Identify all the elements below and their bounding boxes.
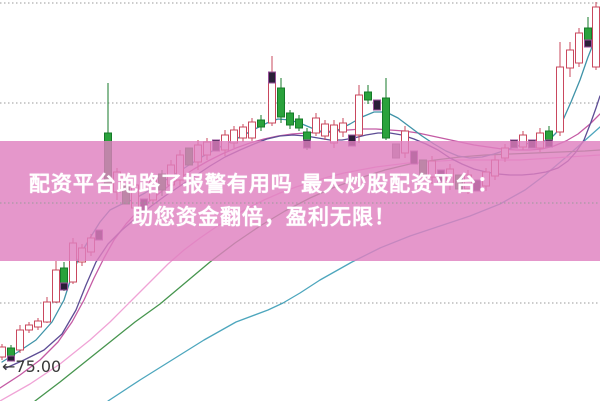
candle-body xyxy=(592,6,600,68)
candle-body xyxy=(7,347,15,357)
candle-body xyxy=(16,329,24,351)
candle-body xyxy=(268,82,276,124)
candle-body xyxy=(257,119,265,128)
candle-body xyxy=(25,324,33,331)
candle-body xyxy=(556,66,564,133)
candle-body xyxy=(364,91,372,101)
promo-banner: 配资平台跑路了报警有用吗 最大炒股配资平台： 助您资金翻倍，盈利无限！ xyxy=(0,141,600,261)
candle-body xyxy=(7,355,15,362)
candle-body xyxy=(277,87,285,118)
candle-body xyxy=(34,320,42,328)
candle-body xyxy=(52,269,60,303)
promo-text: 配资平台跑路了报警有用吗 最大炒股配资平台： 助您资金翻倍，盈利无限！ xyxy=(0,168,528,233)
candle-body xyxy=(584,27,592,41)
candle-body xyxy=(60,267,68,284)
candle-body xyxy=(339,122,347,133)
candle-body xyxy=(545,130,553,141)
price-label: ←75.00 xyxy=(2,357,62,376)
candle-body xyxy=(248,121,256,139)
candle-body xyxy=(43,301,51,323)
candle-body xyxy=(312,117,320,134)
candle-body xyxy=(268,71,276,84)
candle-body xyxy=(584,39,592,48)
candle-body xyxy=(0,346,6,358)
candle-body xyxy=(566,49,574,69)
candle-body xyxy=(321,123,329,137)
candle-body xyxy=(355,94,363,136)
candle-body xyxy=(60,282,68,291)
candle-body xyxy=(295,118,303,129)
candle-body xyxy=(286,112,294,126)
promo-line-1: 配资平台跑路了报警有用吗 最大炒股配资平台： xyxy=(28,172,500,197)
candle-body xyxy=(382,97,390,139)
candle-body xyxy=(575,32,583,64)
candle-body xyxy=(239,126,247,139)
promo-line-2: 助您资金翻倍，盈利无限！ xyxy=(132,205,396,229)
candle-body xyxy=(373,99,381,111)
